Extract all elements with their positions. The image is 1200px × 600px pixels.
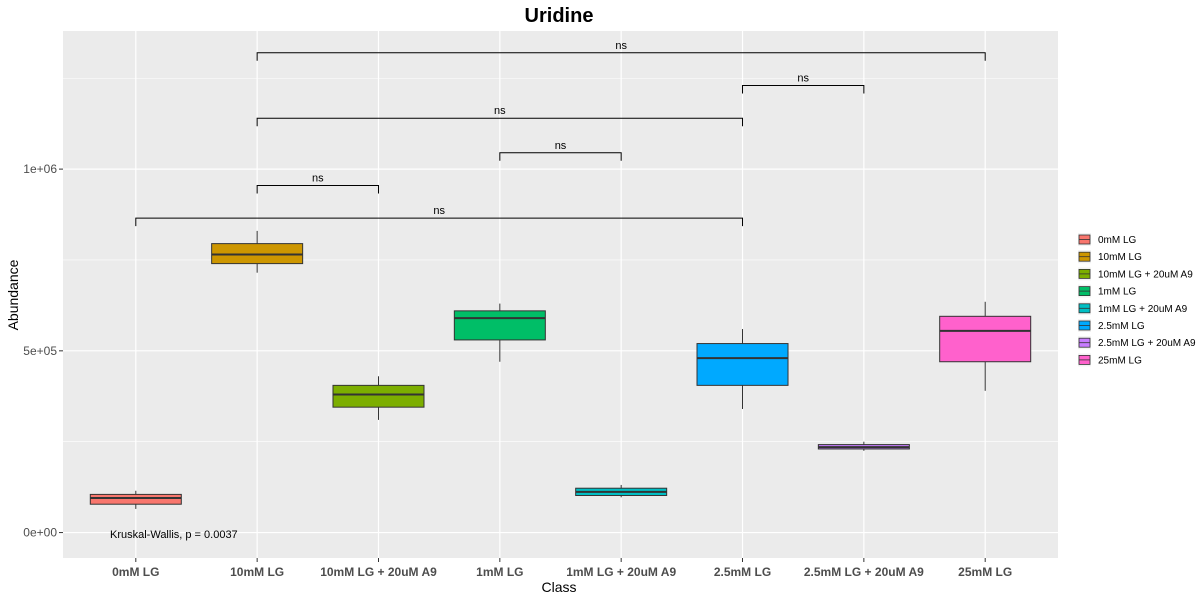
x-tick-label: 25mM LG: [958, 565, 1012, 579]
bracket-line: [135, 217, 744, 227]
bracket-line: [742, 85, 865, 94]
y-axis: 0e+00 5e+05 1e+06: [23, 162, 63, 540]
box-body: [453, 310, 546, 341]
chart-title: Uridine: [525, 5, 594, 27]
legend-item: 0mM LG: [1078, 233, 1137, 246]
box-1: [211, 230, 304, 273]
bracket-label: ns: [494, 105, 506, 117]
legend-item: 1mM LG + 20uM A9: [1078, 301, 1188, 315]
x-tick-label: 2.5mM LG: [714, 565, 771, 579]
legend-label: 0mM LG: [1098, 235, 1137, 246]
legend-label: 10mM LG: [1098, 252, 1142, 263]
bracket-label: ns: [312, 172, 324, 184]
y-tick-label: 1e+06: [23, 162, 57, 176]
bracket-3: ns: [256, 105, 744, 127]
box-body: [696, 343, 789, 386]
bracket-label: ns: [797, 73, 809, 85]
bracket-1: ns: [256, 172, 379, 194]
bracket-line: [499, 152, 622, 161]
bracket-line: [256, 117, 744, 127]
box-7: [939, 301, 1032, 391]
legend-item: 10mM LG + 20uM A9: [1078, 267, 1193, 281]
x-axis-title: Class: [541, 579, 576, 595]
significance-brackets: ns ns ns ns ns ns: [135, 40, 986, 227]
x-tick-label: 10mM LG: [230, 565, 284, 579]
legend-label: 2.5mM LG: [1098, 321, 1145, 332]
legend-label: 25mM LG: [1098, 355, 1142, 366]
y-tick-label: 5e+05: [23, 344, 57, 358]
x-tick-label: 1mM LG: [476, 565, 523, 579]
bracket-4: ns: [742, 73, 865, 94]
box-body: [939, 315, 1032, 363]
bracket-label: ns: [555, 140, 567, 152]
legend: 0mM LG 10mM LG 10mM LG + 20uM A9 1mM LG 1mM …: [1078, 233, 1196, 367]
box-3: [453, 303, 546, 362]
box-2: [332, 376, 425, 420]
box-6: [817, 441, 910, 451]
bracket-label: ns: [433, 205, 445, 217]
bracket-label: ns: [615, 40, 627, 52]
bracket-line: [256, 184, 379, 194]
bracket-2: ns: [499, 140, 622, 161]
x-tick-label: 2.5mM LG + 20uM A9: [804, 565, 924, 579]
legend-label: 1mM LG: [1098, 287, 1137, 298]
legend-label: 1mM LG + 20uM A9: [1098, 304, 1188, 315]
y-tick-label: 0e+00: [23, 526, 57, 540]
box-4: [575, 484, 668, 498]
legend-label: 10mM LG + 20uM A9: [1098, 269, 1193, 280]
plot-panel: [63, 31, 1058, 558]
x-tick-label: 10mM LG + 20uM A9: [320, 565, 437, 579]
legend-item: 10mM LG: [1078, 250, 1142, 264]
box-body: [332, 384, 425, 408]
bracket-0: ns: [135, 205, 744, 227]
y-axis-title: Abundance: [5, 259, 21, 330]
x-axis: 0mM LG 10mM LG 10mM LG + 20uM A9 1mM LG 1mM …: [112, 558, 1012, 579]
legend-item: 2.5mM LG: [1078, 319, 1145, 332]
kruskal-wallis-annotation: Kruskal-Wallis, p = 0.0037: [110, 529, 238, 541]
legend-item: 25mM LG: [1078, 353, 1142, 367]
box-body: [89, 493, 182, 505]
legend-item: 2.5mM LG + 20uM A9: [1078, 336, 1196, 350]
bracket-line: [256, 52, 986, 61]
box-series: [89, 230, 1032, 509]
legend-item: 1mM LG: [1078, 284, 1137, 298]
box-5: [696, 329, 789, 409]
bracket-5: ns: [256, 40, 986, 61]
x-tick-label: 0mM LG: [112, 565, 159, 579]
x-tick-label: 1mM LG + 20uM A9: [566, 565, 676, 579]
box-0: [89, 490, 182, 509]
legend-label: 2.5mM LG + 20uM A9: [1098, 338, 1196, 349]
